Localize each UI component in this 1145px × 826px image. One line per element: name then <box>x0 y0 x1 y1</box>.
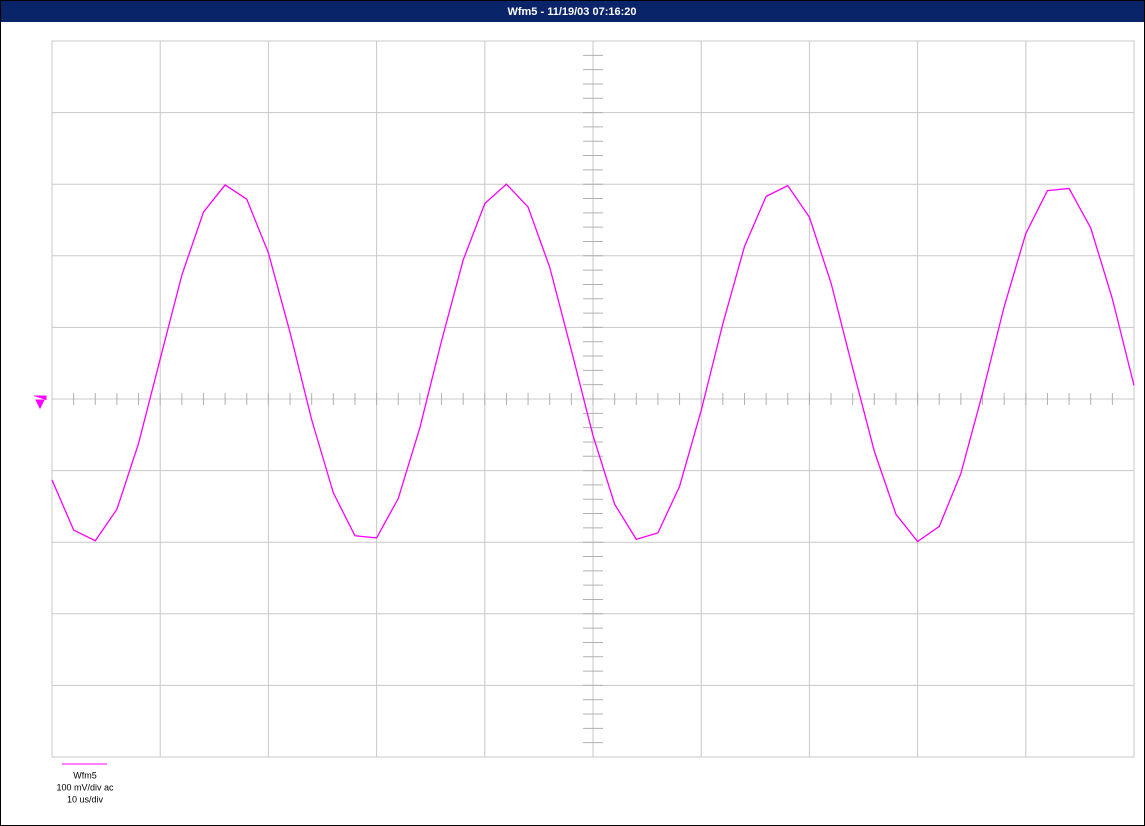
legend-label: Wfm5 <box>73 770 97 780</box>
title-bar <box>1 1 1144 22</box>
ground-marker <box>34 395 47 410</box>
annotation: 100 mV/div ac <box>56 782 114 792</box>
chart-title: Wfm5 - 11/19/03 07:16:20 <box>507 6 636 18</box>
annotation: 10 us/div <box>67 794 104 804</box>
waveform <box>51 183 1135 543</box>
